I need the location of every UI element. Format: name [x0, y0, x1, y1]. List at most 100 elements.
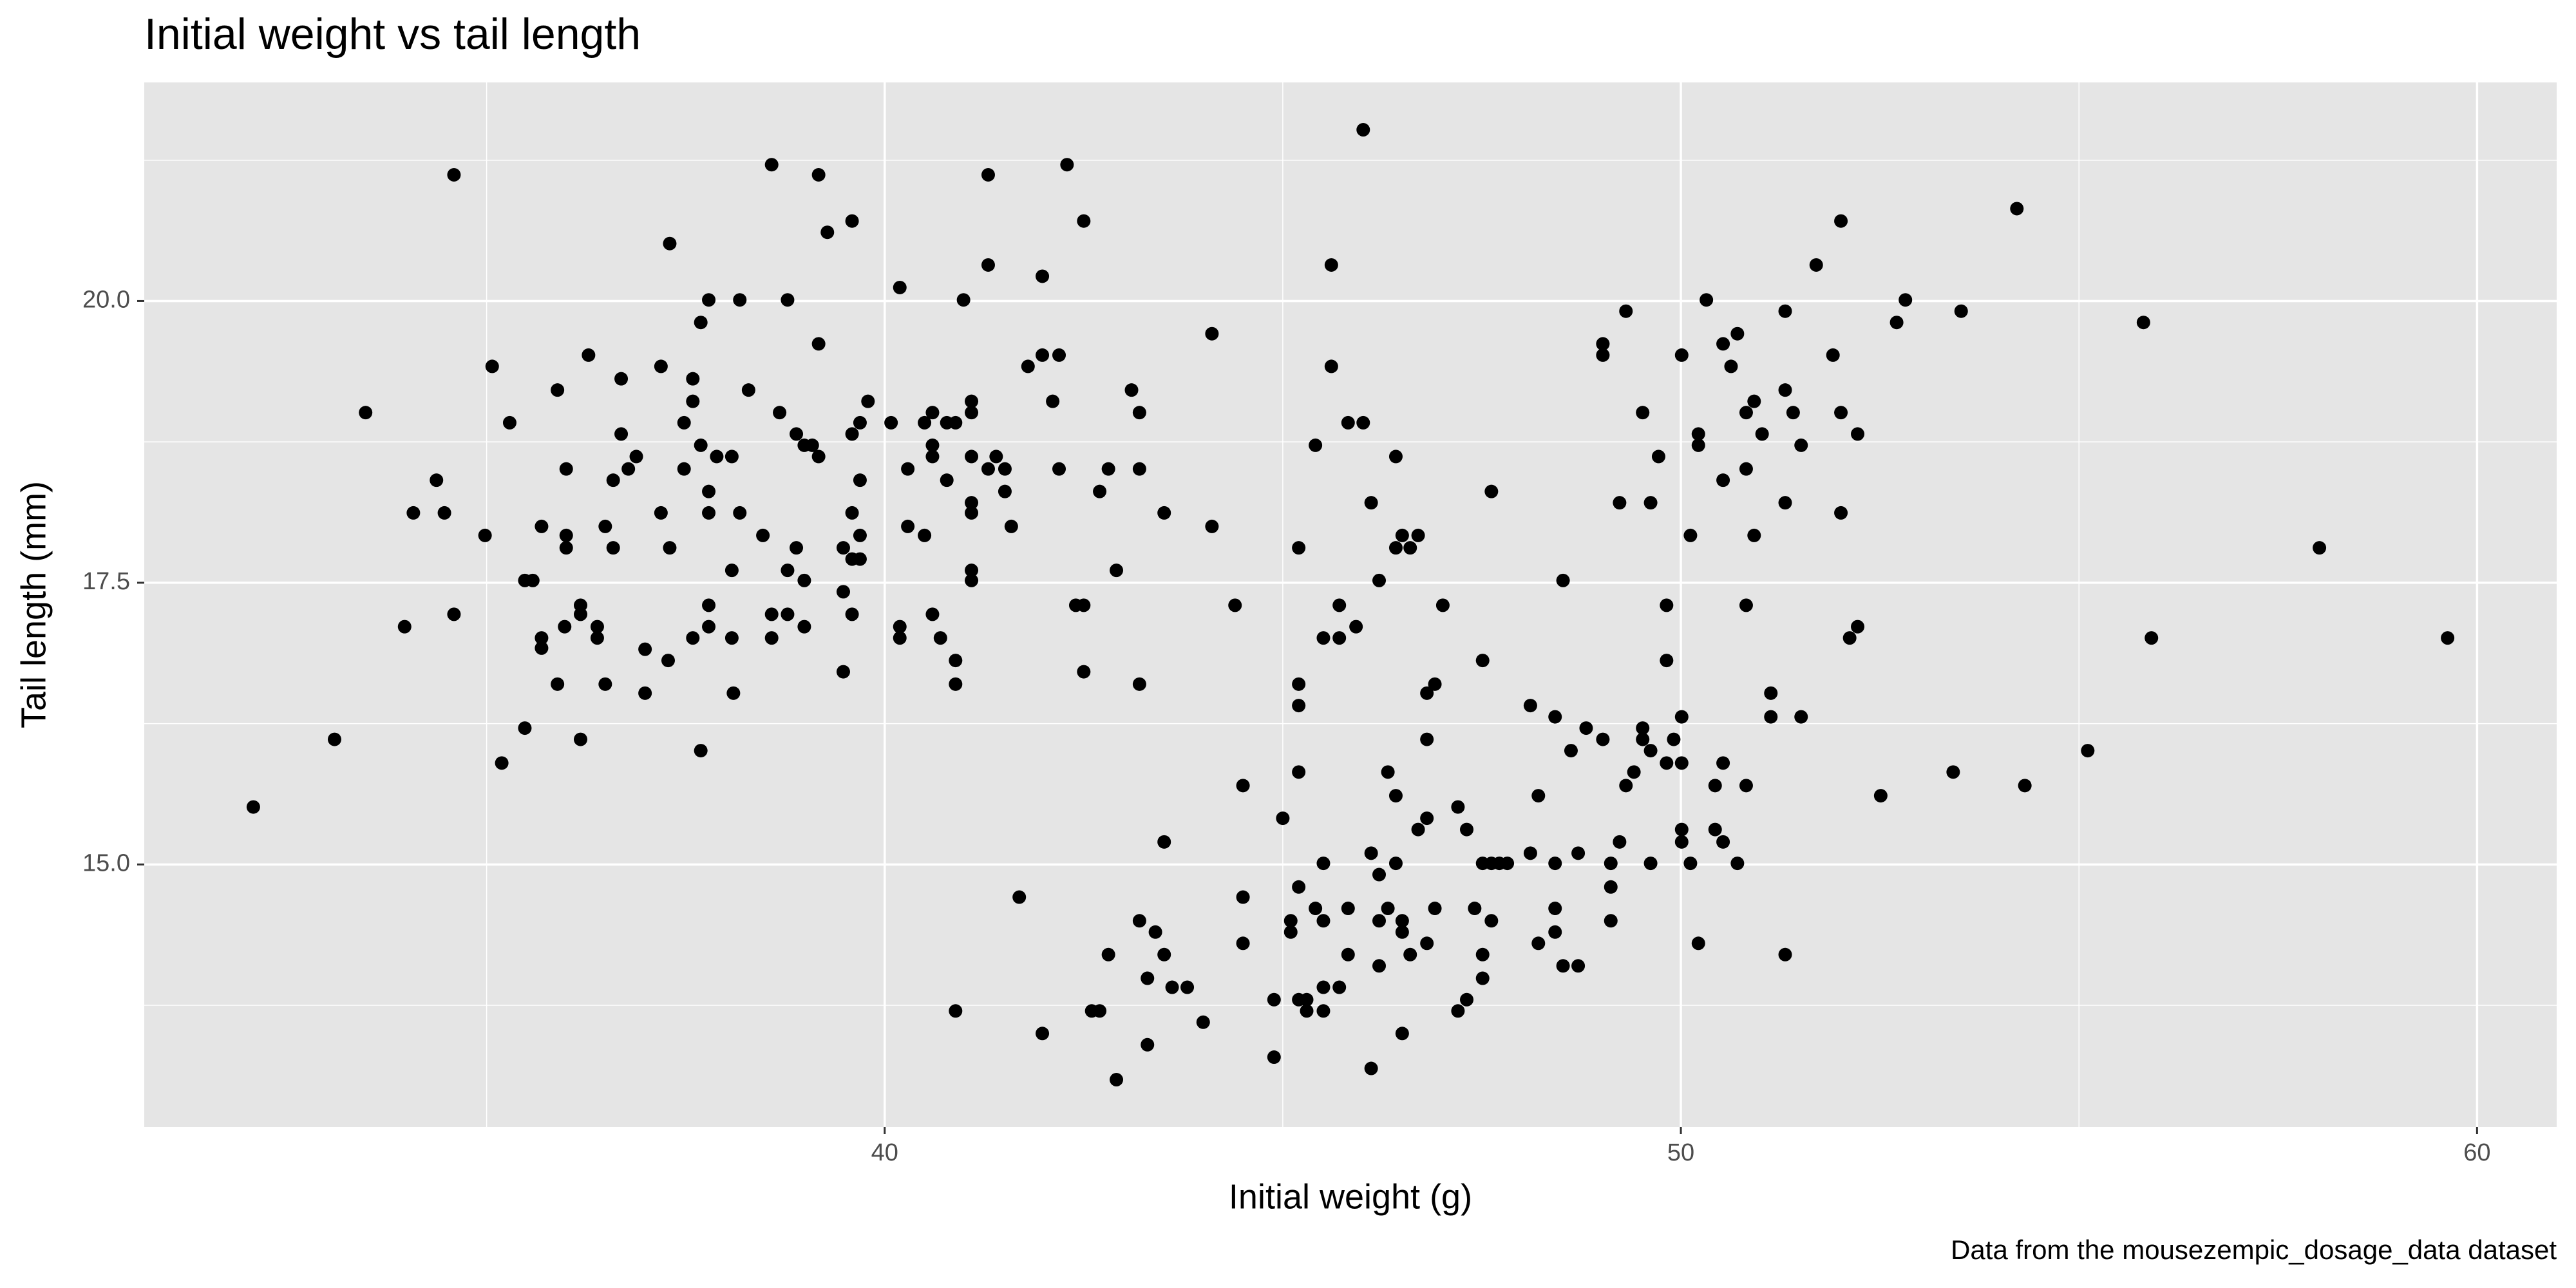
point: [1643, 496, 1658, 510]
point: [1292, 880, 1306, 894]
point: [558, 620, 572, 634]
point: [989, 450, 1003, 464]
point: [1674, 710, 1689, 724]
point: [1604, 857, 1618, 871]
point: [1300, 992, 1314, 1007]
point: [861, 394, 875, 408]
point: [1196, 1015, 1210, 1029]
point: [1451, 1004, 1465, 1018]
point: [764, 158, 779, 172]
point: [2136, 316, 2150, 330]
point: [764, 607, 779, 621]
point: [1691, 438, 1705, 452]
point: [535, 519, 549, 533]
point: [1809, 258, 1823, 272]
point: [1046, 394, 1060, 408]
point: [526, 573, 540, 587]
point: [925, 406, 940, 420]
point: [724, 450, 739, 464]
point: [663, 541, 677, 555]
point: [981, 258, 995, 272]
point: [1954, 304, 1968, 318]
point: [518, 721, 532, 735]
y-tick-label: 15.0: [82, 849, 130, 876]
point: [1332, 598, 1347, 612]
point: [1021, 359, 1035, 374]
point: [1674, 348, 1689, 362]
point: [1124, 383, 1139, 397]
point: [845, 607, 859, 621]
point: [1548, 925, 1562, 939]
point: [1899, 293, 1913, 307]
point: [901, 462, 915, 476]
point: [1619, 304, 1633, 318]
point: [1484, 914, 1499, 928]
point: [1501, 857, 1515, 871]
point: [845, 506, 859, 520]
point: [663, 236, 677, 251]
point: [1851, 620, 1865, 634]
point: [686, 394, 700, 408]
x-axis-title: Initial weight (g): [1229, 1177, 1472, 1216]
point: [1148, 925, 1162, 939]
point: [1548, 710, 1562, 724]
point: [836, 585, 850, 599]
point: [1004, 519, 1018, 533]
point: [925, 607, 940, 621]
point: [925, 438, 940, 452]
point: [724, 564, 739, 578]
point: [1132, 914, 1146, 928]
point: [811, 167, 826, 182]
point: [1556, 573, 1570, 587]
point: [1077, 598, 1091, 612]
point: [535, 631, 549, 645]
point: [1283, 925, 1298, 939]
point: [621, 462, 636, 476]
point: [1292, 677, 1306, 691]
point: [573, 732, 587, 746]
point: [1564, 744, 1578, 758]
point: [1739, 779, 1753, 793]
point: [582, 348, 596, 362]
point: [1826, 348, 1840, 362]
point: [1596, 348, 1610, 362]
point: [1786, 406, 1800, 420]
point: [965, 573, 979, 587]
point: [1110, 1073, 1124, 1087]
point: [1316, 1004, 1331, 1018]
point: [893, 631, 907, 645]
point: [1316, 631, 1331, 645]
point: [1180, 980, 1195, 994]
point: [702, 293, 716, 307]
point: [1388, 857, 1403, 871]
point: [2441, 631, 2455, 645]
point: [1851, 427, 1865, 441]
point: [949, 677, 963, 691]
point: [502, 415, 516, 430]
y-tick-label: 20.0: [82, 286, 130, 313]
point: [629, 450, 643, 464]
x-tick-label: 50: [1667, 1139, 1694, 1166]
point: [1739, 462, 1753, 476]
point: [1764, 686, 1778, 700]
point: [406, 506, 421, 520]
point: [677, 415, 691, 430]
point: [790, 541, 804, 555]
point: [940, 473, 954, 488]
point: [981, 167, 995, 182]
point: [1077, 214, 1091, 228]
point: [1420, 936, 1434, 951]
point: [447, 167, 461, 182]
point: [614, 372, 629, 386]
point: [805, 438, 819, 452]
point: [1475, 654, 1490, 668]
point: [702, 598, 716, 612]
point: [1283, 914, 1298, 928]
point: [1236, 936, 1250, 951]
point: [1468, 902, 1482, 916]
point: [1531, 789, 1546, 803]
point: [1141, 1037, 1155, 1052]
point: [654, 506, 668, 520]
point: [1747, 394, 1761, 408]
point: [702, 620, 716, 634]
